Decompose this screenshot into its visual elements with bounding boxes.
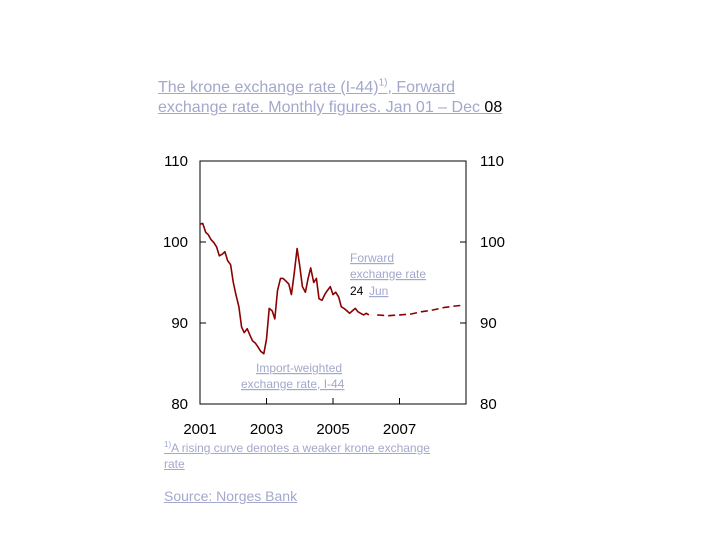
forward-label-line2: exchange rate — [350, 267, 426, 281]
title-part1: The krone exchange rate (I-44) — [158, 79, 379, 96]
y-tick-label-left-110: 110 — [164, 153, 188, 170]
title-superscript: 1) — [378, 77, 388, 89]
chart-title: The krone exchange rate (I-44)1), Forwar… — [158, 78, 508, 118]
source-label: Source: — [164, 488, 213, 504]
footnote-superscript: 1) — [164, 440, 172, 449]
chart-ticks — [199, 241, 466, 404]
import-label-line1: Import-weighted — [256, 361, 342, 375]
y-tick-label-right-110: 110 — [480, 153, 504, 170]
y-tick-label-left-90: 90 — [171, 315, 188, 332]
y-tick-label-left-80: 80 — [171, 396, 188, 413]
y-tick-label-right-80: 80 — [480, 396, 497, 413]
x-tick-label-2007: 2007 — [383, 421, 416, 438]
chart-footnote: 1)A rising curve denotes a weaker krone … — [164, 440, 434, 472]
chart-tick-labels: 110 110 100 100 90 90 80 80 2001 2003 2005 2007 — [163, 153, 505, 438]
forward-label-line1: Forward — [350, 251, 394, 265]
chart-source: Source: Norges Bank — [164, 488, 297, 504]
x-tick-label-2005: 2005 — [316, 421, 349, 438]
x-tick-label-2001: 2001 — [183, 421, 216, 438]
series-line-forward — [377, 304, 464, 317]
x-tick-label-2003: 2003 — [250, 421, 283, 438]
y-tick-label-right-90: 90 — [480, 315, 497, 332]
title-part3: 08 — [484, 99, 503, 116]
forward-label-month: Jun — [369, 284, 388, 298]
footnote-text: A rising curve denotes a weaker krone ex… — [164, 441, 430, 471]
source-org: Norges Bank — [216, 488, 298, 504]
chart-series — [199, 222, 464, 355]
title-part2: , Forward exchange rate. Monthly figures… — [158, 79, 480, 116]
import-label-line2: exchange rate, I-44 — [241, 377, 345, 391]
series-line-import-weighted — [199, 222, 370, 355]
forward-label-day: 24 — [350, 284, 364, 298]
y-tick-label-right-100: 100 — [480, 234, 505, 251]
y-tick-label-left-100: 100 — [163, 234, 188, 251]
